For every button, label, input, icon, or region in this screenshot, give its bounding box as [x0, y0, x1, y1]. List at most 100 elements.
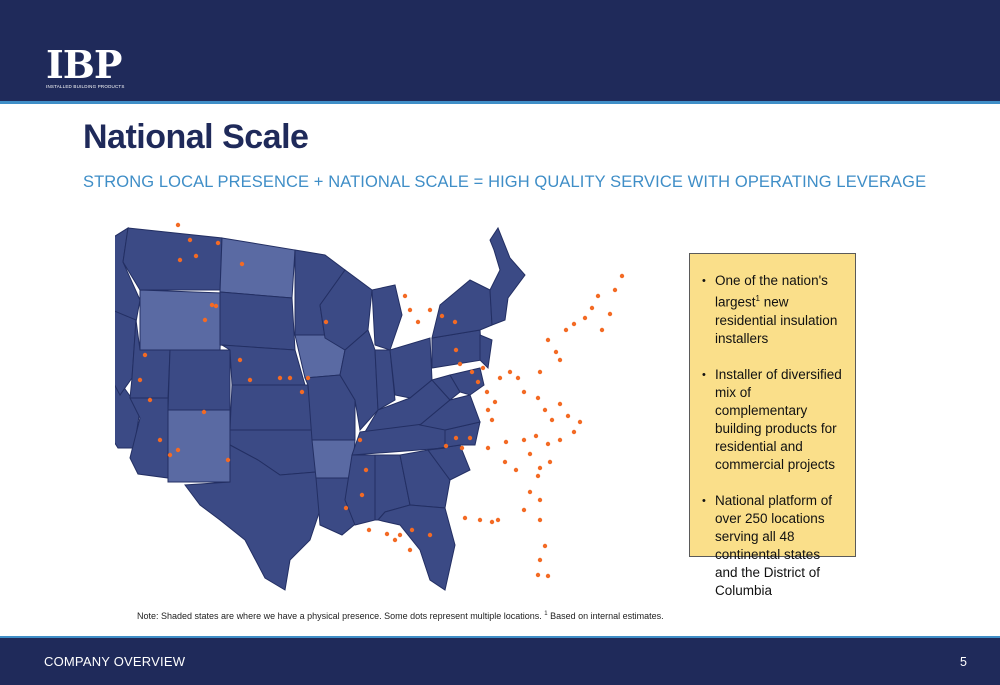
location-dot: [137, 377, 143, 383]
location-dot: [537, 517, 543, 523]
location-dot: [225, 457, 231, 463]
location-dot: [533, 433, 539, 439]
state-maryland: [449, 367, 485, 396]
location-dot: [299, 389, 305, 395]
state-southdakota: [219, 291, 296, 351]
location-dot: [323, 319, 329, 325]
location-dot: [563, 327, 569, 333]
location-dot: [209, 302, 215, 308]
location-dot: [535, 395, 541, 401]
location-dot: [157, 437, 163, 443]
location-dot: [507, 369, 513, 375]
location-dot: [457, 361, 463, 367]
state-montana: [122, 227, 223, 291]
location-dot: [521, 437, 527, 443]
location-dot: [427, 307, 433, 313]
location-dot: [549, 417, 555, 423]
logo-mark: IBP: [46, 42, 122, 87]
state-nebraska: [221, 344, 306, 386]
location-dot: [521, 389, 527, 395]
location-dot: [537, 465, 543, 471]
location-dot: [495, 517, 501, 523]
location-dot: [521, 507, 527, 513]
location-dot: [489, 519, 495, 525]
location-dot: [215, 240, 221, 246]
location-dot: [175, 447, 181, 453]
location-dot: [545, 337, 551, 343]
location-dot: [565, 413, 571, 419]
map-location-dots: [137, 222, 625, 579]
state-kansas: [229, 384, 313, 431]
location-dot: [607, 311, 613, 317]
location-dot: [612, 287, 618, 293]
location-dot: [187, 237, 193, 243]
location-dot: [213, 303, 219, 309]
state-illinois: [339, 329, 379, 432]
location-dot: [582, 315, 588, 321]
location-dot: [469, 369, 475, 375]
footnote: Note: Shaded states are where we have a …: [137, 611, 664, 621]
map-states: [115, 226, 526, 591]
logo-subtext: INSTALLED BUILDING PRODUCTS: [46, 84, 125, 89]
callout-box: • One of the nation's largest1 new reside…: [689, 253, 856, 598]
location-dot: [537, 369, 543, 375]
footer-bar: [0, 638, 1000, 685]
location-dot: [542, 407, 548, 413]
location-dot: [142, 352, 148, 358]
location-dot: [343, 505, 349, 511]
location-dot: [407, 307, 413, 313]
state-mississippi: [344, 454, 376, 526]
location-dot: [357, 437, 363, 443]
location-dot: [492, 399, 498, 405]
location-dot: [577, 419, 583, 425]
location-dot: [545, 573, 551, 579]
location-dot: [359, 492, 365, 498]
state-northdakota: [219, 237, 296, 299]
state-nevada: [115, 310, 137, 396]
location-dot: [287, 375, 293, 381]
callout-bullet-2: • Installer of diversified mix of complem…: [702, 366, 842, 472]
location-dot: [202, 317, 208, 323]
location-dot: [557, 437, 563, 443]
state-newyork: [431, 279, 493, 339]
callout-list: • One of the nation's largest1 new reside…: [690, 254, 855, 600]
location-dot: [397, 532, 403, 538]
state-newengland: [489, 226, 526, 326]
bullet-marker: •: [702, 275, 706, 287]
location-dot: [515, 375, 521, 381]
location-dot: [452, 319, 458, 325]
page-title: National Scale: [83, 118, 309, 156]
state-georgia: [399, 449, 451, 509]
location-dot: [407, 547, 413, 553]
state-newmexico: [167, 409, 231, 483]
location-dot: [502, 459, 508, 465]
page-subtitle: STRONG LOCAL PRESENCE + NATIONAL SCALE =…: [83, 173, 927, 191]
location-dot: [485, 407, 491, 413]
location-dot: [247, 377, 253, 383]
location-dot: [484, 389, 490, 395]
footer-section-label: COMPANY OVERVIEW: [44, 654, 186, 669]
location-dot: [619, 273, 625, 279]
location-dot: [497, 375, 503, 381]
location-dot: [193, 253, 199, 259]
state-newjersey: [479, 334, 493, 370]
location-dot: [503, 439, 509, 445]
location-dot: [547, 459, 553, 465]
location-dot: [384, 531, 390, 537]
location-dot: [443, 443, 449, 449]
us-map: [115, 222, 625, 591]
location-dot: [167, 452, 173, 458]
state-wyoming: [139, 289, 223, 351]
location-dot: [427, 532, 433, 538]
state-colorado: [167, 349, 231, 411]
location-dot: [595, 293, 601, 299]
location-dot: [201, 409, 207, 415]
state-texas: [184, 444, 321, 591]
location-dot: [363, 467, 369, 473]
location-dot: [175, 222, 181, 228]
footer-divider: [0, 636, 1000, 638]
location-dot: [239, 261, 245, 267]
state-arkansas: [311, 439, 356, 479]
location-dot: [480, 365, 486, 371]
state-arizona: [129, 397, 169, 479]
